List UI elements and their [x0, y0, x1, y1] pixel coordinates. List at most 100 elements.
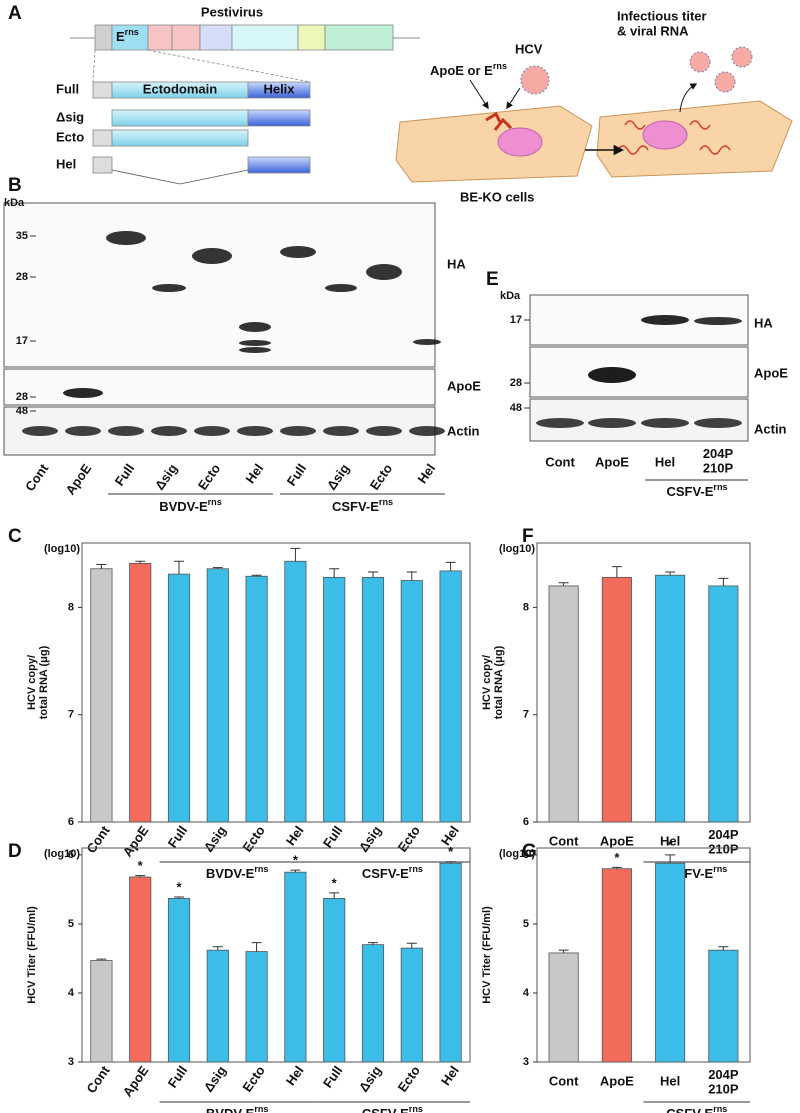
lane-label: Δsig [152, 461, 180, 493]
construct-label: Ecto [56, 129, 84, 144]
error-bar [665, 571, 676, 576]
x-tick-label: Full [320, 823, 346, 851]
band [194, 426, 230, 436]
significance-label: * [176, 879, 182, 894]
lane-label: Full [284, 461, 310, 489]
x-tick-label: Ecto [395, 1063, 423, 1095]
row-label: HA [754, 315, 773, 330]
bar [655, 574, 686, 823]
error-bar [611, 566, 622, 578]
error-bar [329, 892, 340, 899]
lane-label: ApoE [63, 461, 95, 498]
band [641, 418, 689, 428]
x-tick-label: Δsig [356, 823, 384, 855]
band [280, 246, 316, 258]
marker-label: 28 [16, 271, 28, 283]
bar [245, 575, 268, 823]
bar [129, 562, 152, 823]
group-label-sup: rns [254, 864, 268, 874]
group-label-main: CSFV-E [362, 866, 409, 881]
blot-apoe [3, 368, 436, 406]
bar [284, 871, 307, 1063]
blot-ha [3, 202, 436, 368]
x-tick-label: Full [165, 1063, 191, 1091]
x-tick-label-line: 204P [708, 827, 739, 842]
error-bar [174, 896, 184, 899]
bar [548, 952, 579, 1063]
error-bar [290, 869, 301, 873]
x-tick-label: ApoE [120, 1063, 152, 1100]
bar [323, 897, 346, 1063]
group-label-sup: rns [409, 1104, 423, 1113]
y-axis-label: HCV copy/total RNA (μg) [26, 645, 50, 719]
group-label: CSFV-Erns [332, 497, 393, 514]
y-tick-label: 5 [68, 918, 74, 930]
y-axis-label: HCV Titer (FFU/ml) [481, 906, 493, 1004]
lane-label: Ecto [195, 461, 223, 493]
y-tick-label: 6 [523, 849, 529, 861]
bar [323, 576, 346, 823]
y-tick-label: 6 [523, 816, 529, 828]
x-tick-label: ApoE [600, 833, 634, 848]
group-label: CSFV-Erns [666, 482, 727, 499]
marker-label: 35 [16, 230, 28, 242]
error-bar [329, 568, 340, 578]
bar [90, 960, 113, 1063]
group-label-sup: rns [713, 482, 727, 492]
y-tick-label: 8 [68, 601, 74, 613]
genome-schematic [70, 24, 420, 185]
x-tick-label: Δsig [201, 1063, 229, 1095]
genome-title: Pestivirus [201, 4, 263, 19]
construct-label: Hel [56, 156, 76, 171]
group-label-sup: rns [379, 497, 393, 507]
group-label-main: CSFV-E [666, 484, 713, 499]
group-label-sup: rns [713, 1104, 727, 1113]
panel-letter: G [522, 841, 537, 862]
lane-label: Hel [414, 461, 438, 486]
error-bar [212, 946, 223, 951]
band [413, 339, 441, 345]
y-axis-label-line: HCV copy/ [26, 655, 38, 710]
error-bar [290, 547, 301, 562]
lane-label: ApoE [595, 454, 629, 469]
panel-letter: C [8, 526, 22, 547]
panel-letter: E [486, 269, 499, 290]
band [239, 347, 271, 353]
readout-label: & viral RNA [617, 23, 689, 38]
group-label-main: CSFV E [666, 1106, 713, 1113]
error-bar [251, 574, 262, 577]
bar [167, 897, 191, 1063]
lane-label: Cont [545, 454, 575, 469]
band [65, 426, 101, 436]
treatment-label: ApoE or Erns [430, 61, 507, 78]
bar [206, 568, 229, 823]
y-tick-label: 6 [68, 849, 74, 861]
y-unit: (log10) [44, 543, 80, 555]
bar [439, 570, 462, 823]
band [694, 418, 742, 428]
band [22, 426, 58, 436]
x-tick-label: ApoE [120, 823, 152, 860]
bar [245, 951, 268, 1063]
x-tick-label: Hel [660, 833, 680, 848]
row-label: HA [447, 256, 466, 271]
y-tick-label: 6 [68, 816, 74, 828]
bar [400, 580, 423, 823]
group-label: CSFV Erns [666, 1104, 727, 1113]
x-tick-label: Hel [438, 1063, 462, 1088]
band [239, 340, 271, 346]
x-tick-label: Hel [283, 1063, 307, 1088]
erns-label-sup: rns [125, 27, 139, 37]
group-label-sup: rns [713, 864, 727, 874]
error-bar [368, 571, 378, 578]
lane-label: Δsig [324, 461, 352, 493]
bar [708, 585, 739, 823]
group-label-main: CSFV E [362, 1106, 409, 1113]
band [588, 418, 636, 428]
band [694, 317, 742, 325]
row-label: Actin [754, 421, 787, 436]
lane-label-line: 204P [703, 446, 734, 461]
x-tick-label-line: 204P [708, 1067, 739, 1082]
significance-label: * [614, 850, 620, 865]
